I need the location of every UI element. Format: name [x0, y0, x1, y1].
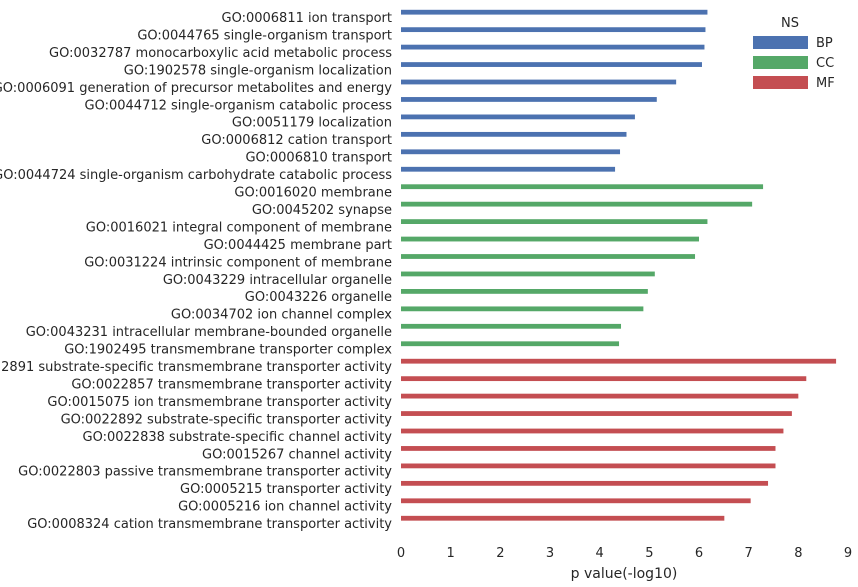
bar — [401, 306, 644, 312]
x-tick-label: 8 — [794, 546, 802, 561]
x-tick-label: 3 — [546, 546, 554, 561]
bar — [401, 515, 725, 521]
category-label: GO:0006811 ion transport — [222, 11, 393, 26]
bar — [401, 44, 705, 50]
legend-label: CC — [816, 56, 834, 71]
category-label: GO:0005215 transporter activity — [180, 482, 392, 497]
legend-entries: BP CC MF — [753, 36, 835, 91]
category-label: GO:0034702 ion channel complex — [171, 308, 392, 323]
x-tick-label: 1 — [447, 546, 455, 561]
category-label: GO:0022892 substrate-specific transporte… — [61, 412, 393, 427]
category-label: GO:0008324 cation transmembrane transpor… — [27, 517, 392, 532]
bar — [401, 219, 708, 224]
category-label: GO:0045202 synapse — [252, 203, 392, 218]
category-label: GO:0044712 single-organism catabolic pro… — [85, 98, 393, 113]
x-tick-label: 2 — [496, 546, 504, 561]
bar — [401, 149, 621, 155]
bar — [401, 446, 776, 451]
bar — [401, 114, 635, 120]
bar — [401, 358, 837, 364]
x-tick-label: 9 — [844, 546, 852, 561]
bar — [401, 376, 807, 382]
legend-title: NS — [781, 16, 799, 31]
bar — [401, 62, 702, 67]
category-label: GO:0006812 cation transport — [201, 133, 392, 148]
bar — [401, 271, 655, 277]
bar — [401, 236, 699, 242]
x-axis-label: p value(-log10) — [571, 566, 678, 582]
x-axis-ticks: 0 1 2 3 4 5 6 7 8 9 — [397, 546, 852, 561]
category-label: GO:0043226 organelle — [245, 290, 392, 305]
category-label: GO:0006091 generation of precursor metab… — [0, 81, 392, 96]
category-label: GO:0022803 passive transmembrane transpo… — [18, 465, 392, 480]
bar — [401, 498, 751, 504]
category-label: GO:0015267 channel activity — [202, 447, 392, 462]
category-label: GO:1902578 single-organism localization — [124, 63, 392, 78]
x-tick-label: 5 — [645, 546, 653, 561]
x-tick-label: 7 — [745, 546, 753, 561]
bar — [401, 184, 764, 190]
bar — [401, 27, 706, 33]
category-label: GO:0015075 ion transmembrane transporter… — [47, 395, 392, 410]
bar — [401, 480, 769, 486]
legend-label: MF — [816, 76, 835, 91]
legend: NS BP CC MF — [753, 16, 835, 91]
category-label: GO:0044724 single-organism carbohydrate … — [0, 168, 392, 183]
category-label: GO:0022857 transmembrane transporter act… — [71, 377, 392, 392]
bar — [401, 393, 799, 399]
category-label: GO:1902495 transmembrane transporter com… — [64, 343, 392, 358]
category-label: GO:0031224 intrinsic component of membra… — [84, 255, 392, 270]
bar — [401, 341, 620, 347]
bar — [401, 289, 648, 294]
category-label: GO:0022838 substrate-specific channel ac… — [83, 430, 393, 445]
legend-swatch — [753, 36, 808, 49]
bar — [401, 428, 784, 434]
category-label: GO:0043229 intracellular organelle — [163, 273, 392, 288]
bar — [401, 323, 622, 329]
bar — [401, 97, 657, 102]
category-label: GO:0022891 substrate-specific transmembr… — [0, 360, 392, 375]
category-label: GO:0016020 membrane — [234, 186, 392, 201]
bars-layer — [401, 9, 837, 521]
category-label: GO:0051179 localization — [232, 116, 392, 131]
legend-swatch — [753, 76, 808, 89]
bar — [401, 9, 708, 15]
category-label: GO:0043231 intracellular membrane-bounde… — [26, 325, 392, 340]
x-tick-label: 6 — [695, 546, 703, 561]
bar — [401, 411, 792, 416]
category-label: GO:0044765 single-organism transport — [137, 28, 392, 43]
category-label: GO:0006810 transport — [245, 151, 392, 166]
bar — [401, 201, 753, 207]
category-label: GO:0044425 membrane part — [204, 238, 392, 253]
x-tick-label: 0 — [397, 546, 405, 561]
x-tick-label: 4 — [596, 546, 604, 561]
legend-swatch — [753, 56, 808, 69]
category-labels: GO:0006811 ion transport GO:0044765 singl… — [0, 11, 392, 532]
bar — [401, 79, 677, 85]
legend-label: BP — [816, 36, 833, 51]
bar — [401, 166, 616, 172]
bar — [401, 463, 776, 469]
category-label: GO:0032787 monocarboxylic acid metabolic… — [49, 46, 392, 61]
bar — [401, 254, 696, 259]
category-label: GO:0005216 ion channel activity — [178, 500, 392, 515]
category-label: GO:0016021 integral component of membran… — [86, 220, 392, 235]
bar — [401, 131, 627, 137]
